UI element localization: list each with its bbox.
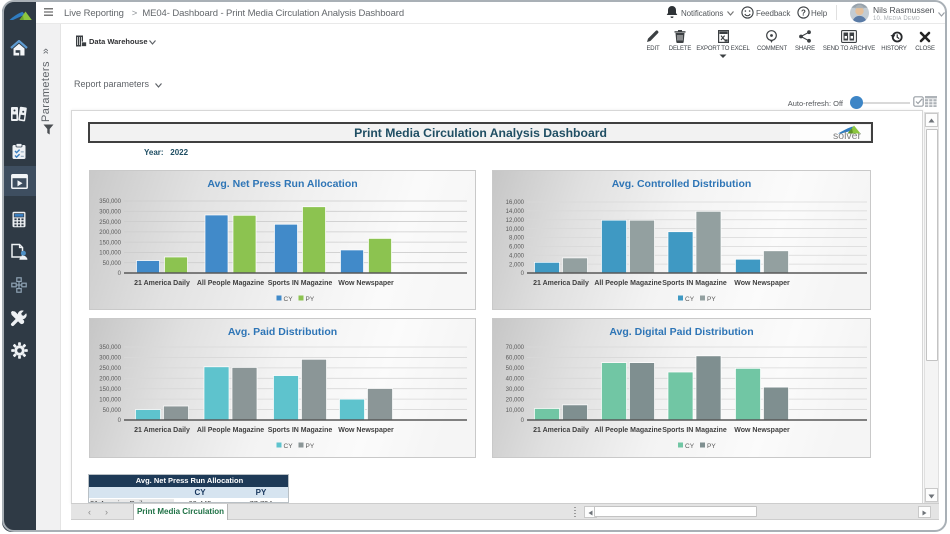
svg-text:Sports IN Magazine: Sports IN Magazine	[662, 427, 727, 434]
svg-text:Wow Newspaper: Wow Newspaper	[734, 280, 790, 287]
svg-text:200,000: 200,000	[99, 376, 121, 382]
svg-text:Avg. Digital Paid Distribution: Avg. Digital Paid Distribution	[609, 326, 753, 338]
svg-text:21 America Daily: 21 America Daily	[533, 427, 589, 434]
svg-text:Wow Newspaper: Wow Newspaper	[338, 280, 394, 287]
svg-text:PY: PY	[707, 443, 716, 450]
svg-text:300,000: 300,000	[99, 356, 121, 362]
svg-text:CY: CY	[284, 443, 294, 450]
svg-text:50,000: 50,000	[103, 408, 122, 414]
svg-text:350,000: 350,000	[99, 199, 121, 205]
svg-text:4,000: 4,000	[509, 253, 525, 259]
svg-text:30,000: 30,000	[506, 387, 525, 393]
svg-text:40,000: 40,000	[506, 376, 525, 382]
svg-text:Avg. Controlled Distribution: Avg. Controlled Distribution	[612, 178, 752, 190]
svg-text:solver: solver	[833, 130, 862, 141]
svg-text:21 America Daily: 21 America Daily	[134, 280, 190, 287]
svg-text:300,000: 300,000	[99, 209, 121, 215]
svg-text:All People Magazine: All People Magazine	[594, 280, 661, 287]
svg-text:CY: CY	[284, 296, 294, 303]
svg-text:100,000: 100,000	[99, 251, 121, 257]
svg-text:CY: CY	[685, 296, 695, 303]
svg-text:150,000: 150,000	[99, 387, 121, 393]
svg-text:Avg. Net Press Run Allocation: Avg. Net Press Run Allocation	[207, 178, 357, 190]
svg-text:150,000: 150,000	[99, 240, 121, 246]
svg-text:Wow Newspaper: Wow Newspaper	[338, 427, 394, 434]
svg-text:350,000: 350,000	[99, 345, 121, 351]
svg-text:250,000: 250,000	[99, 220, 121, 226]
svg-text:21 America Daily: 21 America Daily	[134, 427, 190, 434]
svg-text:Avg. Paid Distribution: Avg. Paid Distribution	[228, 326, 337, 338]
svg-text:10,000: 10,000	[506, 227, 525, 233]
svg-text:PY: PY	[707, 296, 716, 303]
svg-text:14,000: 14,000	[506, 209, 525, 215]
svg-text:10,000: 10,000	[506, 408, 525, 414]
svg-text:0: 0	[521, 418, 525, 424]
svg-text:PY: PY	[306, 443, 315, 450]
svg-text:Sports IN Magazine: Sports IN Magazine	[662, 280, 727, 287]
svg-text:70,000: 70,000	[506, 345, 525, 351]
svg-text:?: ?	[801, 8, 806, 17]
svg-text:50,000: 50,000	[506, 366, 525, 372]
svg-text:Sports IN Magazine: Sports IN Magazine	[268, 280, 333, 287]
svg-text:250,000: 250,000	[99, 366, 121, 372]
svg-text:0: 0	[521, 271, 525, 277]
svg-text:2,000: 2,000	[509, 262, 525, 268]
svg-text:21 America Daily: 21 America Daily	[533, 280, 589, 287]
svg-text:16,000: 16,000	[506, 200, 525, 206]
svg-text:PY: PY	[306, 296, 315, 303]
svg-text:6,000: 6,000	[509, 245, 525, 251]
svg-text:CY: CY	[685, 443, 695, 450]
svg-text:Sports IN Magazine: Sports IN Magazine	[268, 427, 333, 434]
svg-text:8,000: 8,000	[509, 236, 525, 242]
svg-text:100,000: 100,000	[99, 397, 121, 403]
svg-text:Wow Newspaper: Wow Newspaper	[734, 427, 790, 434]
svg-text:All People Magazine: All People Magazine	[197, 427, 264, 434]
svg-text:50,000: 50,000	[103, 261, 122, 267]
svg-text:All People Magazine: All People Magazine	[594, 427, 661, 434]
svg-text:0: 0	[118, 271, 122, 277]
svg-text:All People Magazine: All People Magazine	[197, 280, 264, 287]
svg-text:0: 0	[118, 418, 122, 424]
svg-text:20,000: 20,000	[506, 397, 525, 403]
svg-text:200,000: 200,000	[99, 230, 121, 236]
svg-text:60,000: 60,000	[506, 356, 525, 362]
svg-text:12,000: 12,000	[506, 218, 525, 224]
